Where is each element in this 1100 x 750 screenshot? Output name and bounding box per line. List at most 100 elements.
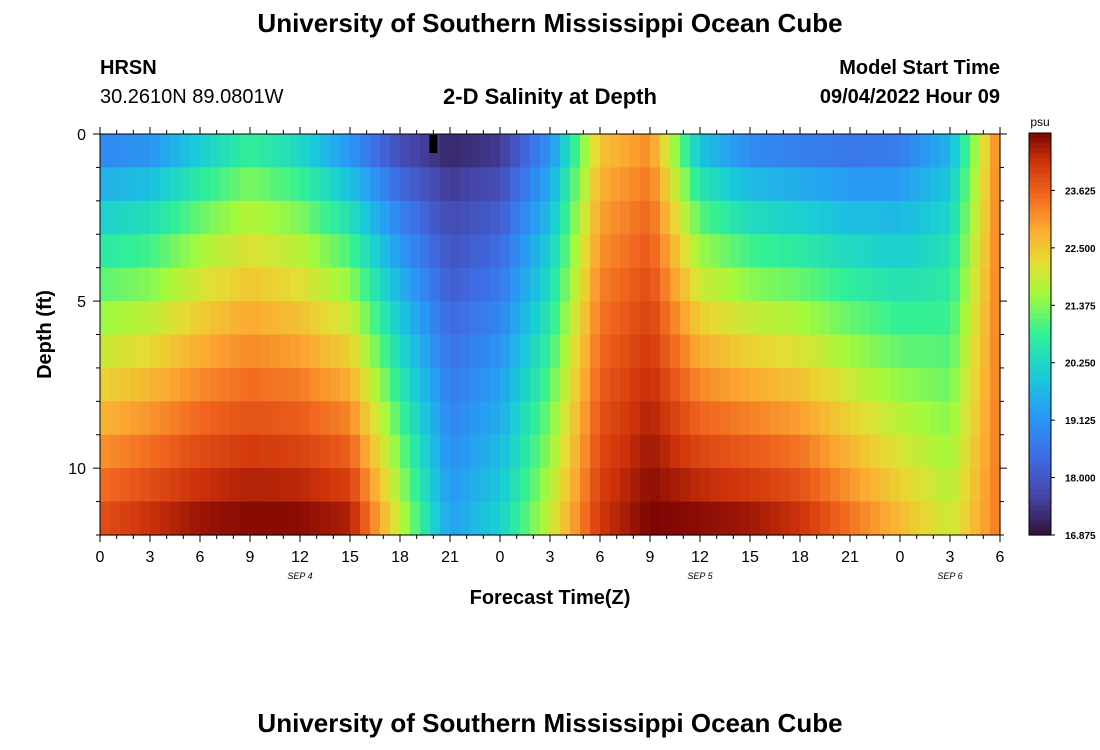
heatmap-cell xyxy=(410,468,421,503)
heatmap-cell xyxy=(960,468,971,503)
heatmap-cell xyxy=(790,334,801,369)
heatmap-cell xyxy=(190,334,201,369)
heatmap-cell xyxy=(490,200,501,235)
heatmap-cell xyxy=(760,200,771,235)
heatmap-cell xyxy=(670,434,681,469)
heatmap-cell xyxy=(290,367,301,402)
heatmap-cell xyxy=(510,334,521,369)
heatmap-cell xyxy=(810,501,821,536)
heatmap-cell xyxy=(740,200,751,235)
heatmap-cell xyxy=(480,134,491,169)
heatmap-cell xyxy=(460,334,471,369)
heatmap-cell xyxy=(460,401,471,436)
heatmap-cell xyxy=(980,267,991,302)
heatmap-cell xyxy=(120,334,131,369)
heatmap-cell xyxy=(820,468,831,503)
heatmap-cell xyxy=(530,134,541,169)
heatmap-cell xyxy=(730,468,741,503)
heatmap-cell xyxy=(500,434,511,469)
heatmap-cell xyxy=(270,334,281,369)
heatmap-cell xyxy=(850,434,861,469)
heatmap-cell xyxy=(880,401,891,436)
colorbar-tick-label: 18.000 xyxy=(1065,474,1096,485)
colorbar-segment xyxy=(1029,339,1051,345)
heatmap-cell xyxy=(470,334,481,369)
heatmap-cell xyxy=(440,234,451,269)
heatmap-cell xyxy=(350,200,361,235)
heatmap-cell xyxy=(390,501,401,536)
colorbar-segment xyxy=(1029,394,1051,400)
heatmap-cell xyxy=(550,200,561,235)
heatmap-cell xyxy=(540,334,551,369)
heatmap-cell xyxy=(320,200,331,235)
heatmap-cell xyxy=(790,167,801,202)
heatmap-cell xyxy=(960,267,971,302)
heatmap-cell xyxy=(970,134,981,169)
colorbar-segment xyxy=(1029,419,1051,426)
heatmap-cell xyxy=(420,401,431,436)
colorbar-segment xyxy=(1029,218,1051,225)
heatmap-cell xyxy=(380,267,391,302)
heatmap-cell xyxy=(620,334,631,369)
colorbar-tick-label: 19.125 xyxy=(1065,416,1096,427)
heatmap-cell xyxy=(920,267,931,302)
colorbar-segment xyxy=(1029,298,1051,305)
heatmap-cell xyxy=(550,167,561,202)
heatmap-cell xyxy=(940,234,951,269)
colorbar-segment xyxy=(1029,308,1051,315)
heatmap-cell xyxy=(140,200,151,235)
heatmap-cell xyxy=(260,367,271,402)
heatmap-cell xyxy=(470,167,481,202)
heatmap-cell xyxy=(130,267,141,302)
heatmap-cells xyxy=(100,134,1001,536)
heatmap-cell xyxy=(710,134,721,169)
heatmap-cell xyxy=(710,501,721,536)
heatmap-cell xyxy=(820,301,831,336)
heatmap-cell xyxy=(640,367,651,402)
heatmap-cell xyxy=(270,501,281,536)
heatmap-cell xyxy=(980,234,991,269)
heatmap-cell xyxy=(410,234,421,269)
heatmap-cell xyxy=(680,501,691,536)
heatmap-cell xyxy=(330,267,341,302)
colorbar-segment xyxy=(1029,369,1051,375)
heatmap-cell xyxy=(940,267,951,302)
heatmap-cell xyxy=(780,200,791,235)
heatmap-cell xyxy=(870,401,881,436)
heatmap-cell xyxy=(960,301,971,336)
heatmap-cell xyxy=(240,468,251,503)
heatmap-cell xyxy=(100,367,111,402)
heatmap-cell xyxy=(860,301,871,336)
heatmap-cell xyxy=(260,334,271,369)
heatmap-cell xyxy=(890,434,901,469)
heatmap-cell xyxy=(500,501,511,536)
heatmap-cell xyxy=(880,301,891,336)
heatmap-cell xyxy=(980,301,991,336)
colorbar-segment xyxy=(1029,509,1051,516)
colorbar-tick-label: 21.375 xyxy=(1065,301,1096,312)
heatmap-cell xyxy=(600,434,611,469)
colorbar-segment xyxy=(1029,429,1051,436)
heatmap-cell xyxy=(840,167,851,202)
heatmap-cell xyxy=(160,301,171,336)
heatmap-cell xyxy=(880,167,891,202)
heatmap-cell xyxy=(320,367,331,402)
heatmap-cell xyxy=(500,334,511,369)
heatmap-cell xyxy=(520,267,531,302)
colorbar-segment xyxy=(1029,163,1051,169)
heatmap-cell xyxy=(490,434,501,469)
heatmap-cell xyxy=(170,134,181,169)
heatmap-cell xyxy=(880,267,891,302)
heatmap-cell xyxy=(170,401,181,436)
heatmap-cell xyxy=(430,334,441,369)
heatmap-cell xyxy=(920,334,931,369)
heatmap-cell xyxy=(360,267,371,302)
heatmap-cell xyxy=(120,367,131,402)
heatmap-cell xyxy=(930,234,941,269)
heatmap-cell xyxy=(670,301,681,336)
heatmap-cell xyxy=(500,367,511,402)
heatmap-cell xyxy=(520,434,531,469)
heatmap-cell xyxy=(430,434,441,469)
heatmap-cell xyxy=(130,200,141,235)
heatmap-cell xyxy=(910,401,921,436)
